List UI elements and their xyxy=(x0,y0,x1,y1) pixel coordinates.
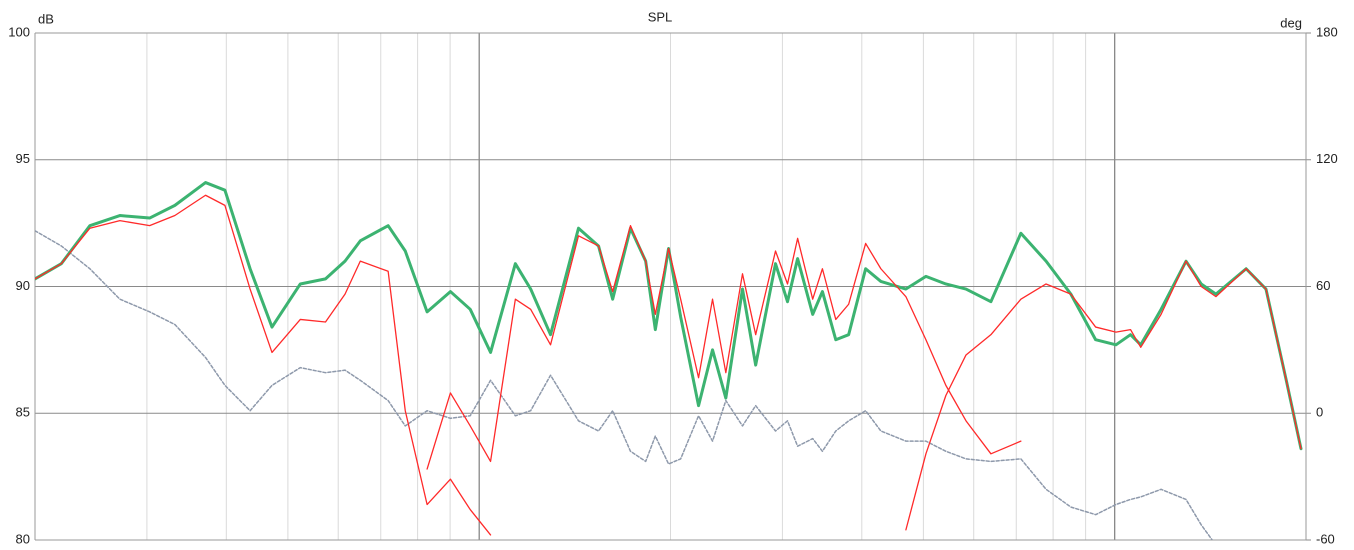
y-tick-label: 95 xyxy=(16,151,30,166)
series-layer xyxy=(35,181,1303,540)
y-tick-label: 90 xyxy=(16,278,30,293)
series-line xyxy=(426,225,1022,470)
series-line xyxy=(35,194,492,536)
chart-title: SPL xyxy=(648,9,673,24)
y2-tick-label: -60 xyxy=(1316,531,1335,546)
series-line xyxy=(35,229,1214,540)
y-axis-label: dB xyxy=(38,11,54,26)
y-tick-label: 100 xyxy=(8,24,30,39)
y-tick-label: 85 xyxy=(16,405,30,420)
y2-tick-label: 180 xyxy=(1316,24,1338,39)
y2-tick-label: 60 xyxy=(1316,278,1330,293)
y-tick-label: 80 xyxy=(16,531,30,546)
grid xyxy=(34,32,1311,541)
series-line xyxy=(35,181,1303,451)
labels: SPL dB deg 80 85 90 95 100 -60 0 60 120 180 xyxy=(8,9,1337,546)
series-line xyxy=(905,260,1302,531)
y2-axis-label: deg xyxy=(1280,15,1302,30)
y2-tick-label: 120 xyxy=(1316,151,1338,166)
y2-tick-label: 0 xyxy=(1316,405,1323,420)
